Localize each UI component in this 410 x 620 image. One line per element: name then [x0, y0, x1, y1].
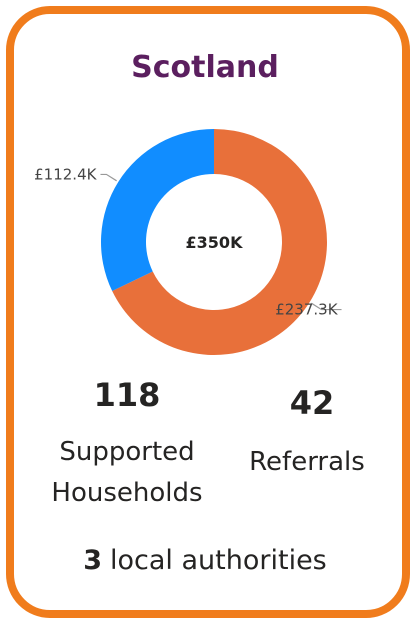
leader-line: [311, 302, 342, 311]
card-title: Scotland: [131, 50, 279, 85]
kpi-label: Referrals: [249, 447, 365, 477]
donut-slice: [112, 129, 328, 356]
authorities: 3 local authorities: [0, 545, 410, 576]
kpi-value: 3: [83, 545, 103, 576]
data-label: £237.3K: [275, 301, 338, 319]
leader-line: [100, 173, 117, 182]
donut-slice: [100, 129, 214, 292]
kpi-label: Supported Households: [51, 437, 203, 508]
kpi-value: 42: [289, 384, 335, 422]
kpi-label: local authorities: [110, 545, 327, 576]
center-label: £350K: [186, 233, 244, 252]
data-label: £112.4K: [34, 165, 97, 183]
kpi-value: 118: [93, 376, 161, 414]
